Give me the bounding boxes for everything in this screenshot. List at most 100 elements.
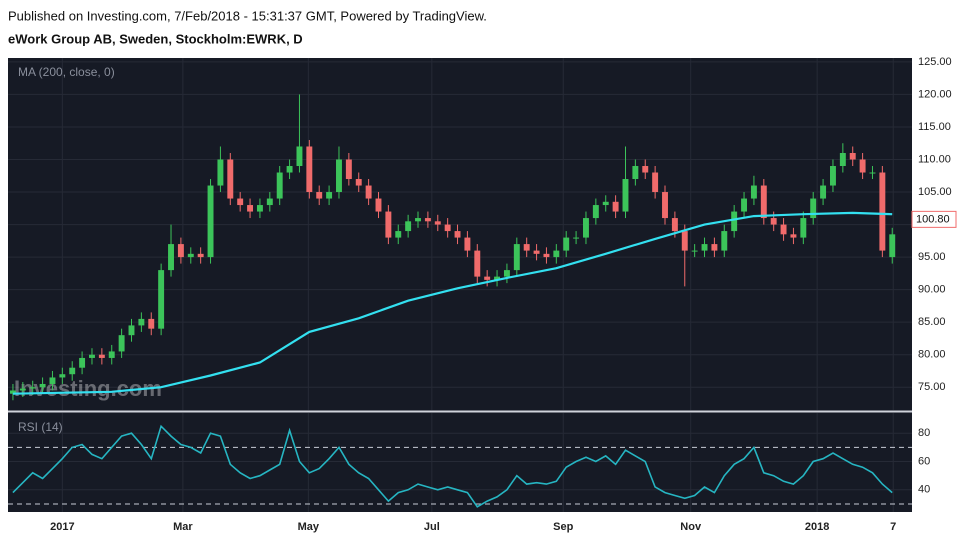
candle-body: [662, 192, 668, 219]
candle-body: [108, 351, 115, 358]
candle-body: [711, 244, 718, 251]
y-tick-label: 90.00: [918, 284, 946, 296]
x-tick-label: 7: [890, 521, 896, 533]
candle-body: [671, 218, 678, 232]
candle-body: [523, 244, 530, 251]
candle-body: [266, 198, 273, 206]
chart-background: [8, 58, 912, 512]
y-tick-label: 110.00: [918, 153, 951, 165]
candle-body: [741, 198, 748, 212]
candle-body: [474, 250, 481, 277]
candle-body: [829, 166, 836, 186]
candle-body: [168, 244, 174, 271]
candle-body: [19, 388, 26, 391]
x-tick-label: Jul: [424, 521, 440, 533]
candle-body: [800, 218, 807, 238]
x-tick-label: Nov: [680, 521, 702, 533]
candle-body: [652, 172, 659, 193]
candle-body: [543, 253, 550, 258]
candle-body: [237, 198, 244, 206]
candle-body: [158, 270, 165, 329]
x-tick-label: Mar: [173, 521, 193, 533]
candle-body: [533, 250, 540, 254]
candle-body: [177, 244, 184, 258]
series-line: [12, 211, 893, 395]
candle-body: [98, 354, 105, 358]
candle-body: [731, 211, 738, 232]
x-tick-label: 2017: [50, 521, 74, 533]
candle-body: [128, 325, 135, 336]
candle-body: [750, 185, 757, 199]
candle-body: [207, 185, 214, 258]
candle-body: [59, 374, 66, 378]
candle-body: [405, 221, 412, 232]
candle-body: [326, 192, 333, 199]
candle-body: [49, 377, 56, 384]
candle-body: [770, 218, 777, 225]
candle-body: [118, 335, 125, 352]
candle-body: [859, 159, 866, 173]
candle-body: [839, 152, 846, 167]
candle-body: [494, 276, 501, 280]
x-tick-label: Sep: [553, 521, 573, 533]
candle-body: [39, 383, 46, 388]
candle-body: [820, 185, 827, 199]
candle-body: [464, 237, 471, 251]
candle-body: [444, 224, 451, 232]
y-tick-label: 105.00: [918, 186, 952, 198]
candle-body: [454, 231, 461, 238]
candle-body: [513, 244, 520, 271]
candle-body: [345, 159, 352, 180]
candle-body: [296, 146, 303, 167]
candle-body: [434, 221, 441, 225]
candle-body: [780, 224, 787, 235]
candle-body: [810, 198, 817, 219]
series-line: [12, 424, 893, 508]
candle-body: [197, 253, 204, 258]
y-tick-label: 75.00: [918, 381, 946, 393]
candle-body: [365, 185, 372, 199]
candle-body: [217, 159, 224, 186]
candle-body: [681, 231, 688, 251]
candle-body: [612, 201, 619, 212]
y-tick-label: 60: [918, 455, 930, 467]
symbol-title: eWork Group AB, Sweden, Stockholm:EWRK, …: [8, 31, 303, 46]
y-tick-label: 80.00: [918, 349, 946, 361]
candle-body: [148, 318, 155, 329]
candle-body: [256, 205, 263, 212]
candle-body: [286, 166, 293, 173]
watermark: Investing.com: [14, 376, 162, 401]
published-note: Published on Investing.com, 7/Feb/2018 -…: [8, 8, 487, 23]
price-label: 100.80: [916, 213, 950, 225]
candle-body: [701, 244, 708, 251]
candle-body: [424, 218, 431, 222]
price-label-box: [911, 210, 957, 228]
candle-body: [632, 166, 639, 180]
candle-body: [503, 270, 510, 277]
candle-body: [187, 253, 194, 258]
candle-body: [721, 231, 728, 251]
candle-body: [553, 250, 560, 258]
candle-body: [849, 152, 856, 160]
candle-body: [355, 179, 362, 186]
candle-body: [642, 166, 649, 173]
y-tick-label: 95.00: [918, 251, 946, 263]
candle-body: [760, 185, 767, 219]
candle-body: [247, 205, 254, 212]
candle-body: [227, 159, 234, 199]
candle-body: [691, 250, 698, 252]
candle-body: [484, 276, 491, 280]
y-tick-label: 85.00: [918, 316, 946, 328]
candle-body: [563, 237, 570, 251]
candle-body: [29, 387, 36, 389]
candle-body: [869, 172, 876, 174]
y-tick-label: 80: [918, 427, 930, 439]
candle-body: [395, 231, 402, 238]
legend-label: MA (200, close, 0): [18, 65, 115, 79]
candle-body: [583, 218, 589, 238]
candle-body: [879, 172, 886, 251]
candle-body: [622, 179, 629, 212]
candle-body: [592, 205, 599, 219]
